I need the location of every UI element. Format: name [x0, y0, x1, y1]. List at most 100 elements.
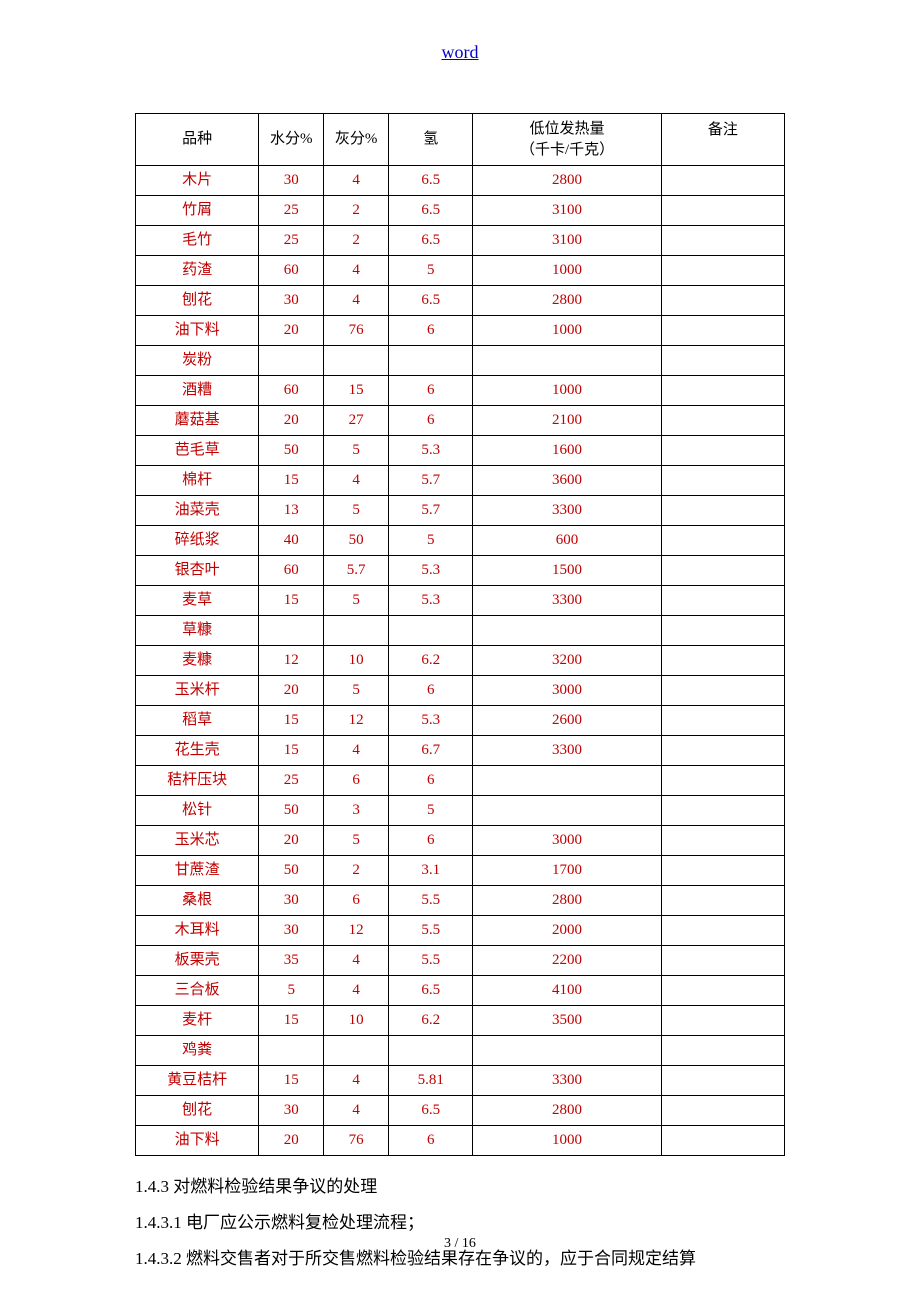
cell-ash: 10	[324, 1006, 389, 1036]
cell-ash: 2	[324, 856, 389, 886]
cell-moisture: 15	[259, 736, 324, 766]
cell-heat: 2800	[473, 886, 661, 916]
cell-ash: 12	[324, 916, 389, 946]
cell-hydrogen: 6	[389, 316, 473, 346]
cell-moisture: 20	[259, 676, 324, 706]
cell-note	[661, 826, 784, 856]
cell-heat	[473, 346, 661, 376]
cell-note	[661, 1036, 784, 1066]
cell-moisture: 25	[259, 196, 324, 226]
cell-ash: 50	[324, 526, 389, 556]
para-1-4-3-1: 1.4.3.1 电厂应公示燃料复检处理流程；	[135, 1206, 785, 1240]
cell-hydrogen: 6.5	[389, 166, 473, 196]
table-row: 松针5035	[136, 796, 785, 826]
cell-ash: 5	[324, 496, 389, 526]
cell-moisture: 15	[259, 706, 324, 736]
cell-hydrogen: 6.5	[389, 286, 473, 316]
table-row: 油菜壳1355.73300	[136, 496, 785, 526]
cell-hydrogen	[389, 346, 473, 376]
table-row: 油下料207661000	[136, 1126, 785, 1156]
cell-note	[661, 556, 784, 586]
cell-hydrogen: 5.3	[389, 436, 473, 466]
cell-ash: 4	[324, 1066, 389, 1096]
header-ash: 灰分%	[324, 114, 389, 166]
cell-hydrogen: 5.3	[389, 586, 473, 616]
cell-heat: 2200	[473, 946, 661, 976]
cell-hydrogen: 6.2	[389, 646, 473, 676]
cell-note	[661, 406, 784, 436]
word-link[interactable]: word	[442, 42, 479, 62]
cell-variety: 木片	[136, 166, 259, 196]
table-row: 碎纸浆40505600	[136, 526, 785, 556]
table-row: 桑根3065.52800	[136, 886, 785, 916]
cell-note	[661, 436, 784, 466]
cell-heat: 1700	[473, 856, 661, 886]
cell-variety: 炭粉	[136, 346, 259, 376]
cell-heat	[473, 1036, 661, 1066]
table-row: 药渣60451000	[136, 256, 785, 286]
table-row: 木片3046.52800	[136, 166, 785, 196]
cell-variety: 油下料	[136, 1126, 259, 1156]
cell-ash: 4	[324, 1096, 389, 1126]
cell-ash: 12	[324, 706, 389, 736]
table-row: 酒糟601561000	[136, 376, 785, 406]
cell-heat: 1000	[473, 376, 661, 406]
cell-heat: 3600	[473, 466, 661, 496]
cell-variety: 花生壳	[136, 736, 259, 766]
cell-variety: 麦糠	[136, 646, 259, 676]
cell-note	[661, 466, 784, 496]
cell-variety: 芭毛草	[136, 436, 259, 466]
cell-heat: 3200	[473, 646, 661, 676]
cell-moisture: 5	[259, 976, 324, 1006]
table-row: 三合板546.54100	[136, 976, 785, 1006]
cell-ash: 10	[324, 646, 389, 676]
table-row: 木耳料30125.52000	[136, 916, 785, 946]
cell-ash: 5	[324, 436, 389, 466]
cell-variety: 竹屑	[136, 196, 259, 226]
cell-moisture: 15	[259, 466, 324, 496]
table-row: 黄豆桔杆1545.813300	[136, 1066, 785, 1096]
cell-variety: 草糠	[136, 616, 259, 646]
cell-heat: 3300	[473, 496, 661, 526]
cell-variety: 麦草	[136, 586, 259, 616]
cell-hydrogen	[389, 1036, 473, 1066]
header-variety: 品种	[136, 114, 259, 166]
table-header-row: 品种 水分% 灰分% 氢 低位发热量 （千卡/千克） 备注	[136, 114, 785, 166]
cell-moisture: 20	[259, 316, 324, 346]
cell-note	[661, 586, 784, 616]
cell-ash: 4	[324, 946, 389, 976]
cell-hydrogen: 5	[389, 796, 473, 826]
table-row: 棉杆1545.73600	[136, 466, 785, 496]
cell-moisture: 20	[259, 826, 324, 856]
cell-variety: 桑根	[136, 886, 259, 916]
cell-heat: 1000	[473, 256, 661, 286]
cell-note	[661, 916, 784, 946]
cell-note	[661, 616, 784, 646]
cell-note	[661, 196, 784, 226]
header-note: 备注	[661, 114, 784, 166]
body-text: 1.4.3 对燃料检验结果争议的处理 1.4.3.1 电厂应公示燃料复检处理流程…	[135, 1170, 785, 1276]
table-row: 油下料207661000	[136, 316, 785, 346]
cell-variety: 油下料	[136, 316, 259, 346]
cell-note	[661, 496, 784, 526]
cell-ash: 4	[324, 256, 389, 286]
cell-variety: 木耳料	[136, 916, 259, 946]
cell-heat: 2100	[473, 406, 661, 436]
table-row: 麦草1555.33300	[136, 586, 785, 616]
cell-heat: 3500	[473, 1006, 661, 1036]
cell-heat	[473, 796, 661, 826]
table-row: 玉米芯20563000	[136, 826, 785, 856]
cell-moisture: 60	[259, 256, 324, 286]
cell-ash: 6	[324, 766, 389, 796]
cell-hydrogen: 3.1	[389, 856, 473, 886]
cell-ash: 76	[324, 1126, 389, 1156]
cell-variety: 秸杆压块	[136, 766, 259, 796]
table-row: 毛竹2526.53100	[136, 226, 785, 256]
cell-moisture: 15	[259, 1066, 324, 1096]
header-heat: 低位发热量 （千卡/千克）	[473, 114, 661, 166]
cell-moisture: 20	[259, 406, 324, 436]
table-row: 秸杆压块2566	[136, 766, 785, 796]
cell-ash: 27	[324, 406, 389, 436]
table-row: 稻草15125.32600	[136, 706, 785, 736]
cell-moisture: 30	[259, 166, 324, 196]
